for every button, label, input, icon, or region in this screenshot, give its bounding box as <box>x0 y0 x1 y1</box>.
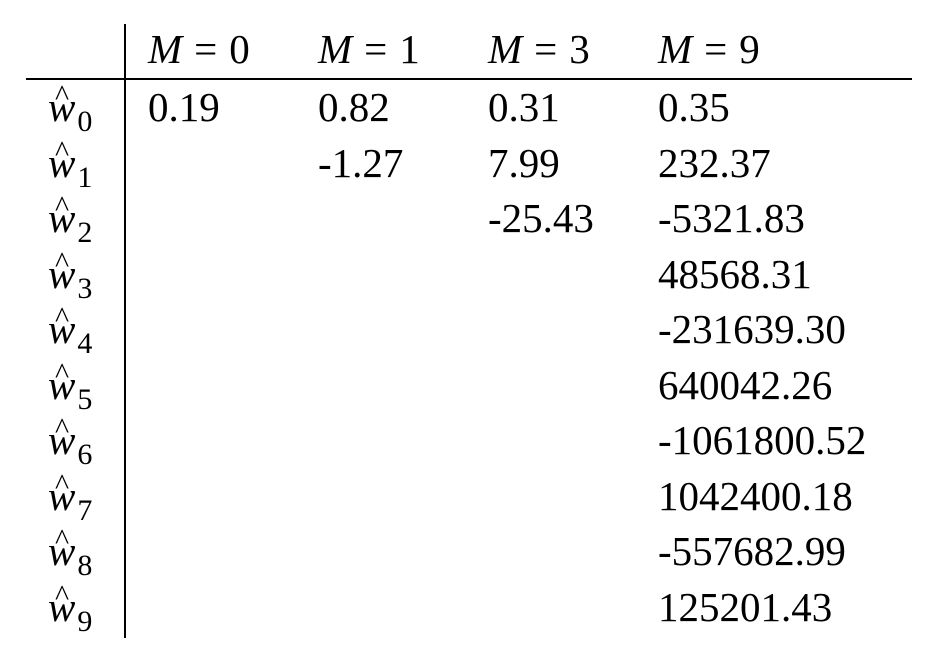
value-cell: -5321.83 <box>658 195 805 241</box>
value-cell: 0.19 <box>148 84 220 130</box>
header-cell-m3: M = 3 <box>488 26 590 72</box>
weight-subscript: 4 <box>77 327 93 360</box>
value-cell: 640042.26 <box>658 361 833 408</box>
header-cell-m0: M = 0 <box>148 26 250 72</box>
value-cell: 0.82 <box>318 84 390 130</box>
weight-letter: w <box>48 195 76 241</box>
weight-symbol: w ^ 9 <box>48 579 93 649</box>
hat-accent: ^ <box>55 578 70 612</box>
value-cell: 48568.31 <box>658 250 812 297</box>
weight-subscript: 3 <box>77 271 93 305</box>
hat-accent: ^ <box>55 467 70 501</box>
row-label: w ^ 7 <box>48 468 108 538</box>
weight-symbol: w ^ 1 <box>48 135 93 205</box>
hat-accent: ^ <box>55 134 70 168</box>
value-cell: -231639.30 <box>658 306 846 352</box>
hat-accent: ^ <box>55 301 70 334</box>
weight-symbol: w ^ 2 <box>48 190 93 260</box>
weight-symbol: w ^ 8 <box>48 523 93 593</box>
table-row: w ^ 3 48568.31 <box>0 246 948 305</box>
table-row: w ^ 1 -1.27 7.99 232.37 <box>0 135 948 194</box>
table-row: w ^ 5 640042.26 <box>0 357 948 416</box>
weight-symbol: w ^ 4 <box>48 301 93 371</box>
table-row: w ^ 7 1042400.18 <box>0 468 948 527</box>
hat-accent: ^ <box>55 79 70 112</box>
row-label: w ^ 6 <box>48 412 108 482</box>
weight-subscript: 5 <box>77 382 93 416</box>
value-cell: 7.99 <box>488 139 560 186</box>
weight-letter: w <box>48 306 76 352</box>
header-cell-m9: M = 9 <box>658 26 760 72</box>
value-cell: 125201.43 <box>658 583 833 630</box>
row-label: w ^ 8 <box>48 523 108 593</box>
weight-subscript: 1 <box>77 160 93 194</box>
weight-letter: w <box>48 139 76 186</box>
value-cell: -25.43 <box>488 195 594 241</box>
hat-accent: ^ <box>55 523 70 556</box>
row-label: w ^ 2 <box>48 190 108 260</box>
row-label: w ^ 9 <box>48 579 108 649</box>
weight-letter: w <box>48 417 76 463</box>
weight-symbol: w ^ 5 <box>48 357 93 427</box>
row-label: w ^ 5 <box>48 357 108 427</box>
value-cell: 0.31 <box>488 84 560 130</box>
table-row: w ^ 6 -1061800.52 <box>0 412 948 471</box>
table-row: w ^ 9 125201.43 <box>0 579 948 638</box>
value-cell: -1.27 <box>318 139 404 186</box>
weight-symbol: w ^ 6 <box>48 412 93 482</box>
weight-symbol: w ^ 7 <box>48 468 93 538</box>
weight-subscript: 2 <box>77 216 93 249</box>
table-row: w ^ 8 -557682.99 <box>0 523 948 582</box>
row-label: w ^ 0 <box>48 79 108 149</box>
header-cell-m1: M = 1 <box>318 26 420 72</box>
weight-letter: w <box>48 250 76 297</box>
weight-subscript: 0 <box>77 105 93 138</box>
row-label: w ^ 4 <box>48 301 108 371</box>
weight-symbol: w ^ 3 <box>48 246 93 316</box>
hat-accent: ^ <box>55 356 70 390</box>
table-row: w ^ 4 -231639.30 <box>0 301 948 360</box>
value-cell: -557682.99 <box>658 528 846 574</box>
header-row: M = 0 M = 1 M = 3 M = 9 <box>0 22 948 77</box>
row-label: w ^ 3 <box>48 246 108 316</box>
table-row: w ^ 2 -25.43 -5321.83 <box>0 190 948 249</box>
hat-accent: ^ <box>55 412 70 445</box>
hat-accent: ^ <box>55 245 70 279</box>
value-cell: -1061800.52 <box>658 417 867 463</box>
value-cell: 232.37 <box>658 139 771 186</box>
weight-letter: w <box>48 583 76 630</box>
weight-letter: w <box>48 361 76 408</box>
value-cell: 0.35 <box>658 84 730 130</box>
weight-subscript: 8 <box>77 549 93 582</box>
weight-letter: w <box>48 472 76 519</box>
weight-subscript: 7 <box>77 493 93 527</box>
weight-letter: w <box>48 528 76 574</box>
vertical-rule <box>124 24 126 638</box>
weight-subscript: 9 <box>77 604 93 638</box>
row-label: w ^ 1 <box>48 135 108 205</box>
weight-symbol: w ^ 0 <box>48 79 93 149</box>
table-row: w ^ 0 0.19 0.82 0.31 0.35 <box>0 79 948 138</box>
weight-subscript: 6 <box>77 438 93 471</box>
header-rule <box>26 78 912 80</box>
weight-letter: w <box>48 84 76 130</box>
hat-accent: ^ <box>55 190 70 223</box>
value-cell: 1042400.18 <box>658 472 853 519</box>
